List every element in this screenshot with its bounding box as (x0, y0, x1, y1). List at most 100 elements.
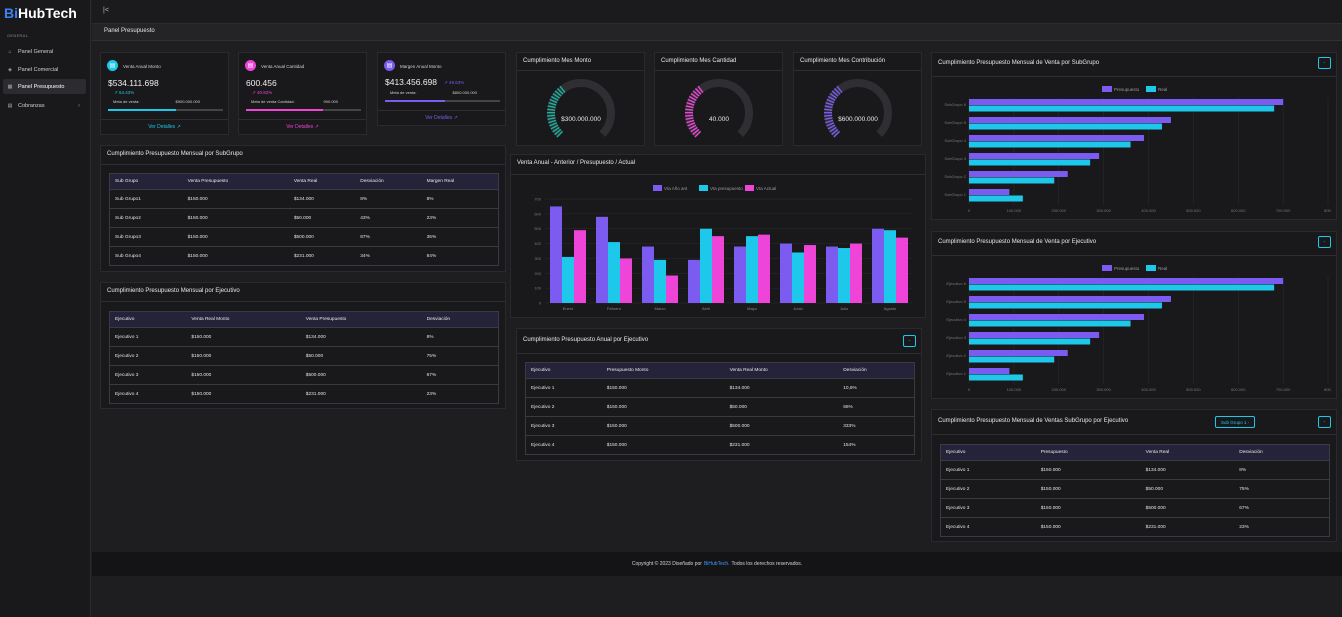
legend-swatch (1146, 86, 1156, 92)
gauge-tick (548, 119, 557, 124)
ver-detalles-link[interactable]: Ver Detalles ↗ (148, 124, 181, 130)
table-cell: 87% (355, 227, 422, 247)
table-cell: 43% (355, 208, 422, 228)
subgroup-select[interactable]: Sub Grupo 1 - (1215, 416, 1256, 428)
table-row: Ejecutivo 2 $150.000 $50.000 75% (940, 479, 1330, 499)
x-tick-label: Febrero (607, 306, 622, 311)
gauge-tick (824, 114, 833, 117)
gauge-tick (686, 119, 695, 124)
gauge-tick (692, 90, 700, 97)
table-cell: $150.000 (186, 365, 301, 385)
app-logo[interactable]: Bi HubTech (4, 5, 77, 21)
sidebar-item-panel-comercial[interactable]: ◈ Panel Comercial (3, 62, 86, 77)
table-cell: $150.000 (1035, 479, 1141, 499)
column-header: Ejecutivo (525, 362, 602, 379)
table-cell: $150.000 (601, 435, 725, 455)
x-tick-label: 100.000 (1007, 387, 1022, 392)
collapse-button[interactable]: - (1318, 57, 1331, 69)
gauge-tick (831, 128, 839, 136)
table-header-row: Ejecutivo Presupuesto Venta Real Desviación (940, 444, 1330, 461)
ver-detalles-link[interactable]: Ver Detalles ↗ (286, 124, 319, 130)
sidebar-item-cobranzas[interactable]: ▤ Cobranzas › (3, 98, 86, 113)
footer-brand-link[interactable]: BiHubTech. (703, 561, 730, 567)
collapse-button[interactable]: - (1318, 416, 1331, 428)
table-cell: $231.000 (1140, 517, 1235, 537)
y-tick-label: Ejecutivo 2 (946, 353, 966, 358)
table-cell: 75% (421, 346, 499, 366)
gauge-tick (547, 105, 556, 109)
page-title: Panel Presupuesto (104, 28, 155, 34)
collapse-button[interactable]: - (903, 335, 916, 347)
doc-icon: ▤ (7, 102, 13, 109)
exec-table-card: Cumplimiento Presupuesto Mensual por Eje… (100, 282, 506, 409)
sidebar-item-panel-presupuesto[interactable]: ▦ Panel Presupuesto (3, 79, 86, 94)
table-cell: Sub Grupo3 (109, 227, 183, 247)
sidebar-item-panel-general[interactable]: ⌂ Panel General (3, 44, 86, 59)
card-title: Cumplimiento Presupuesto Mensual por Sub… (107, 151, 243, 157)
chevron-right-icon: › (78, 102, 80, 109)
bar (688, 259, 700, 303)
table-cell: Ejecutivo 4 (109, 384, 187, 404)
table-cell: $150.000 (601, 416, 725, 436)
kpi-value: 600.456 (246, 78, 277, 88)
y-tick-label: 600 (534, 211, 541, 216)
bar (850, 243, 862, 303)
bar (700, 228, 712, 303)
kpi-card-margen-monto: ▤ Margen Anual Monto $413.456.698 ↗ 49.6… (377, 52, 506, 126)
bar (746, 236, 758, 303)
legend-label: Real (1158, 87, 1167, 92)
card-title: Cumplimiento Mes Monto (523, 58, 592, 64)
x-tick-label: 100.000 (1007, 208, 1022, 213)
bar (969, 159, 1091, 166)
gauge-tick (556, 130, 564, 138)
y-tick-label: Ejecutivo 6 (946, 281, 966, 286)
x-tick-label: 400.000 (1141, 208, 1156, 213)
bar (562, 256, 574, 303)
x-tick-label: Agosto (884, 306, 897, 311)
table-cell: $231.000 (724, 435, 839, 455)
x-tick-label: 500.000 (1186, 208, 1201, 213)
collapse-button[interactable]: - (1318, 236, 1331, 248)
bar (969, 284, 1275, 291)
y-tick-label: 500 (534, 226, 541, 231)
subexec-table-card: Cumplimiento Presupuesto Mensual de Vent… (931, 409, 1337, 542)
legend-label: Presupuesto (1114, 87, 1140, 92)
bar (804, 245, 816, 303)
gauge-tick (549, 122, 558, 127)
layers-icon: ◈ (8, 66, 12, 73)
card-title: Venta Anual - Anterior / Presupuesto / A… (517, 160, 636, 166)
kpi-progress-fill (385, 100, 445, 102)
x-tick-label: Enero (563, 306, 574, 311)
bar (969, 296, 1171, 302)
x-tick-label: Mayo (747, 306, 758, 311)
card-title: Cumplimiento Presupuesto Mensual por Eje… (107, 288, 240, 294)
gauge-tick (690, 93, 699, 99)
gauge-tick (824, 117, 833, 121)
table-cell: $150.000 (1035, 498, 1141, 518)
x-tick-label: 800. (1324, 387, 1332, 392)
footer-rights: Todos los derechos reservados. (731, 561, 803, 567)
footer: Copyright © 2023 Diseñado por BiHubTech.… (92, 552, 1342, 576)
table-cell: 154% (838, 435, 915, 455)
table-cell: 10,6% (838, 378, 915, 398)
ver-detalles-link[interactable]: Ver Detalles ↗ (425, 115, 458, 121)
gauge-card-cantidad: Cumplimiento Mes Cantidad 40.000 (654, 52, 783, 146)
bar (969, 135, 1145, 141)
table-cell: 34% (355, 246, 422, 266)
y-tick-label: 100 (534, 286, 541, 291)
bar (969, 338, 1091, 345)
column-header: Presupuesto (1035, 444, 1141, 461)
y-tick-label: 700 (534, 197, 541, 202)
gauge-tick (824, 105, 833, 109)
table-header-row: Ejecutivo Venta Real Monto Venta Presupues… (109, 311, 499, 328)
gauge-tick (825, 101, 834, 106)
table-cell: $150.000 (1035, 460, 1141, 480)
bar (780, 243, 792, 303)
gauge-tick (692, 128, 700, 136)
table-cell: Sub Grupo1 (109, 189, 183, 209)
top-bar: |< (92, 0, 1342, 24)
collapse-sidebar-icon[interactable]: |< (103, 7, 109, 14)
y-tick-label: SubGrupo 4 (944, 138, 966, 143)
exec-hbar-card: Cumplimiento Presupuesto Mensual de Vent… (931, 231, 1337, 399)
table-cell: Ejecutivo 3 (940, 498, 1036, 518)
